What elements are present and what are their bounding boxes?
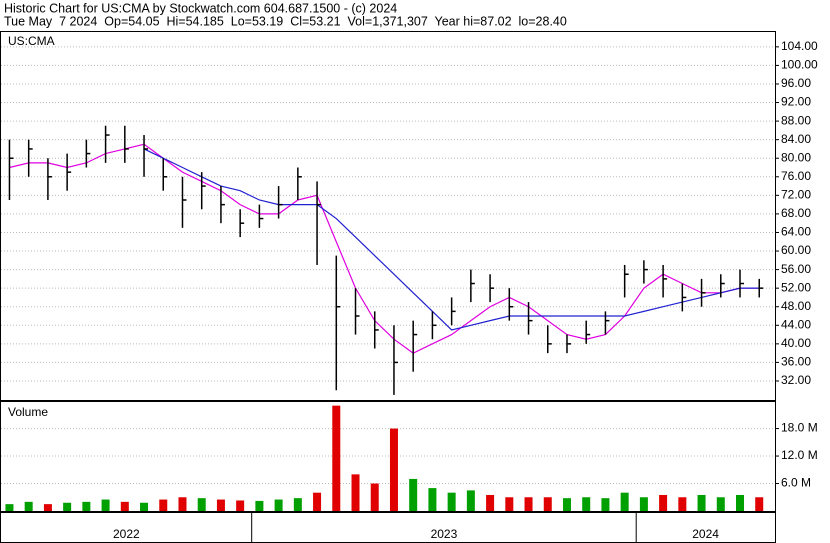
volume-bar: [274, 499, 283, 511]
volume-bar: [582, 497, 591, 511]
volume-bar: [736, 494, 745, 511]
y-tick-label: 96.00: [781, 76, 811, 90]
volume-bar: [178, 497, 187, 511]
y-tick-label: 56.00: [781, 262, 811, 276]
volume-bar: [197, 498, 206, 511]
volume-bar: [639, 497, 648, 511]
y-tick-label: 48.00: [781, 299, 811, 313]
volume-bar: [82, 501, 91, 511]
volume-bar: [43, 504, 52, 511]
y-tick-label: 40.00: [781, 336, 811, 350]
moving-average: [143, 148, 760, 331]
volume-bar: [370, 483, 379, 511]
y-tick-label: 72.00: [781, 188, 811, 202]
volume-bar: [755, 497, 764, 511]
y-tick-label: 6.0 M: [781, 476, 811, 490]
moving-average: [9, 143, 760, 354]
volume-bar: [120, 501, 129, 511]
y-tick-label: 44.00: [781, 317, 811, 331]
volume-bar: [389, 428, 398, 511]
volume-bar: [5, 504, 14, 511]
volume-bar: [159, 499, 168, 511]
volume-bar: [293, 498, 302, 511]
volume-bar: [601, 498, 610, 511]
price-panel: [0, 31, 776, 401]
volume-bar: [678, 497, 687, 511]
y-tick-label: 18.0 M: [781, 421, 818, 435]
x-band-label: 2024: [692, 527, 719, 541]
y-tick-label: 36.00: [781, 355, 811, 369]
volume-bar: [543, 497, 552, 511]
volume-bar: [63, 502, 72, 511]
volume-bar: [697, 494, 706, 511]
volume-bar: [659, 494, 668, 511]
volume-bar: [409, 478, 418, 511]
volume-bar: [101, 499, 110, 511]
volume-bar: [236, 500, 245, 511]
volume-bar: [620, 492, 629, 511]
panel-title: Volume: [8, 405, 48, 419]
volume-bar: [332, 405, 341, 511]
volume-bar: [562, 498, 571, 511]
volume-bar: [24, 501, 33, 511]
volume-bar: [524, 497, 533, 511]
y-tick-label: 104.00: [781, 39, 818, 53]
y-tick-label: 100.00: [781, 58, 818, 72]
y-tick-label: 92.00: [781, 95, 811, 109]
volume-bar: [716, 497, 725, 511]
y-tick-label: 12.0 M: [781, 448, 818, 462]
y-tick-label: 52.00: [781, 280, 811, 294]
volume-bar: [486, 494, 495, 511]
y-tick-label: 60.00: [781, 243, 811, 257]
x-band-label: 2022: [113, 527, 140, 541]
y-tick-label: 84.00: [781, 132, 811, 146]
volume-bar: [216, 499, 225, 511]
volume-bar: [505, 497, 514, 511]
y-tick-label: 32.00: [781, 373, 811, 387]
volume-bar: [428, 488, 437, 511]
y-tick-label: 68.00: [781, 206, 811, 220]
volume-bar: [351, 474, 360, 511]
volume-bar: [255, 500, 264, 511]
volume-bar: [447, 492, 456, 511]
y-tick-label: 76.00: [781, 169, 811, 183]
panel-title: US:CMA: [8, 34, 55, 48]
header-line: Tue May 7 2024 Op=54.05 Hi=54.185 Lo=53.…: [4, 14, 567, 28]
y-tick-label: 80.00: [781, 150, 811, 164]
x-band-label: 2023: [431, 527, 458, 541]
volume-bar: [140, 502, 149, 511]
y-tick-label: 88.00: [781, 113, 811, 127]
header-line: Historic Chart for US:CMA by Stockwatch.…: [4, 1, 397, 15]
volume-bar: [466, 490, 475, 511]
volume-bar: [313, 492, 322, 511]
y-tick-label: 64.00: [781, 225, 811, 239]
